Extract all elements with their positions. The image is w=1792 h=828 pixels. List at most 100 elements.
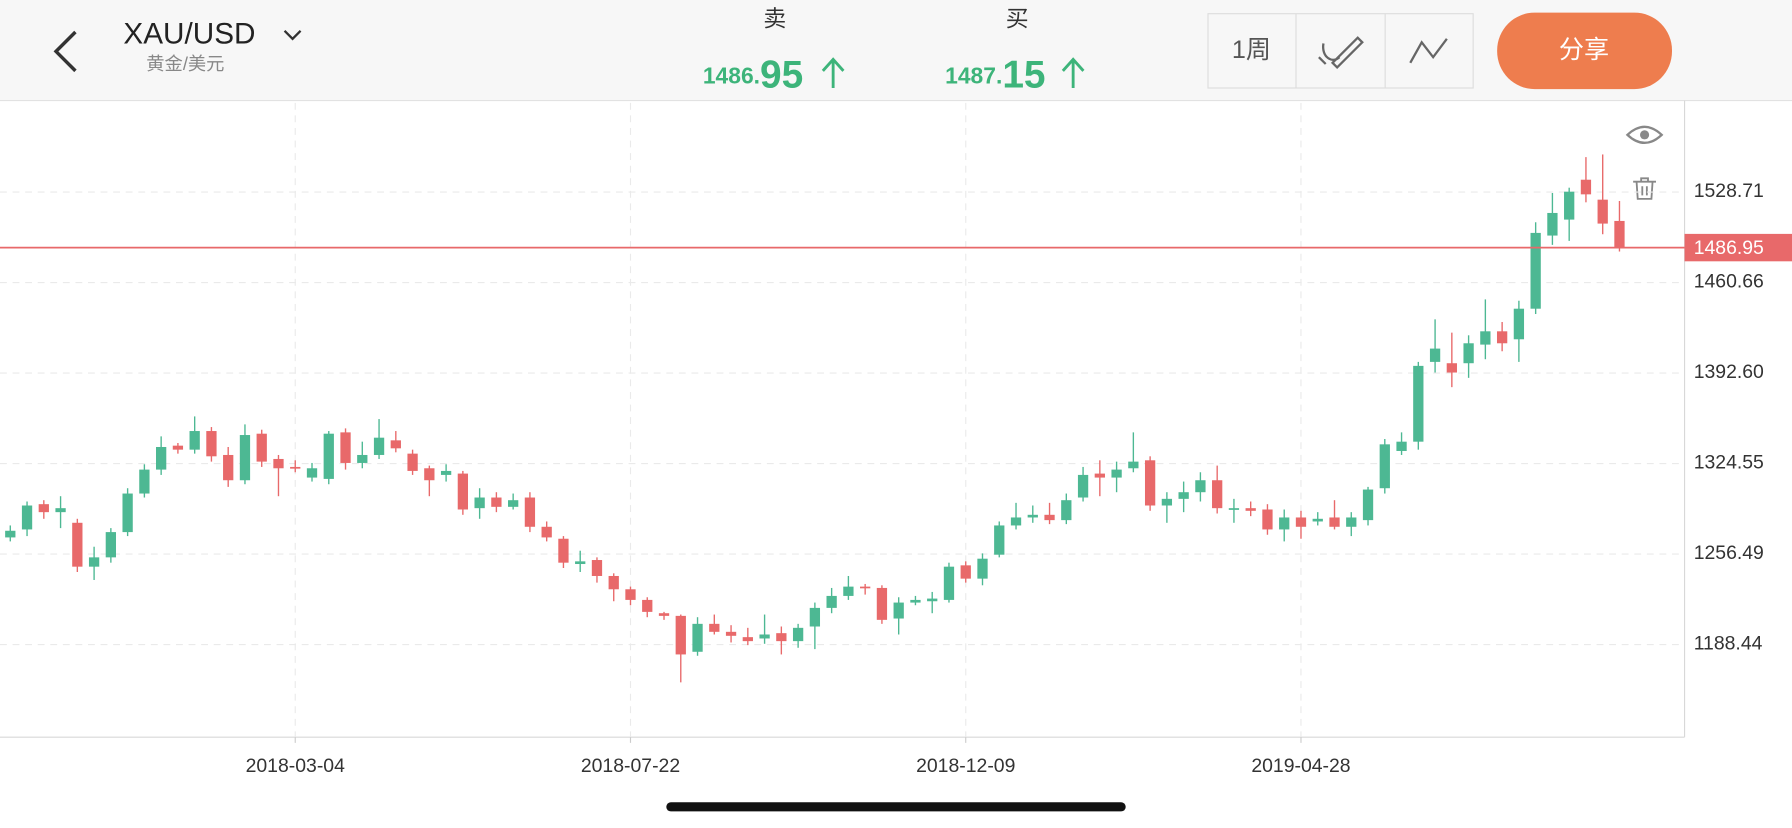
candle-body	[977, 558, 988, 579]
back-button[interactable]	[53, 30, 77, 73]
candle-body	[1513, 308, 1525, 340]
candle-body	[1496, 331, 1508, 344]
x-tick-label: 2018-07-22	[581, 755, 680, 777]
current-price-label: 1486.95	[1694, 237, 1764, 259]
candle-body	[575, 561, 586, 565]
candle-body	[1446, 363, 1457, 373]
candle-body	[1061, 500, 1072, 521]
candle-body	[927, 598, 938, 602]
candle-body	[658, 613, 670, 616]
candle-body	[1044, 514, 1055, 521]
candle-body	[725, 631, 737, 636]
y-tick-label: 1188.44	[1694, 633, 1763, 655]
candle-body	[223, 454, 234, 481]
candle-body	[55, 508, 66, 513]
visibility-toggle-pupil	[1640, 130, 1650, 140]
candle-body	[72, 522, 83, 567]
candle-body	[1530, 232, 1541, 309]
candle-body	[1128, 461, 1139, 469]
buy-price-int: 1487.	[945, 63, 1002, 89]
sell-up-arrow	[821, 57, 845, 88]
candle-body	[524, 497, 536, 527]
candle-body	[809, 607, 821, 627]
candle-body	[5, 530, 16, 538]
candle-body	[1279, 517, 1290, 530]
candle-body	[692, 623, 703, 652]
candle-body	[390, 440, 401, 449]
sell-label: 卖	[763, 6, 786, 32]
symbol-title[interactable]: XAU/USD	[123, 17, 255, 50]
candle-body	[491, 497, 502, 507]
candle-body	[1312, 518, 1323, 522]
candle-body	[1262, 509, 1273, 530]
period-button[interactable]: 1周	[1232, 36, 1271, 64]
candle-body	[1480, 331, 1491, 345]
candle-body	[994, 525, 1005, 555]
candle-body	[591, 560, 603, 576]
buy-label: 买	[1006, 6, 1029, 32]
candle-body	[1597, 199, 1608, 224]
candle-body	[508, 500, 519, 507]
candle-body	[172, 445, 184, 450]
candle-body	[642, 599, 653, 612]
candle-body	[960, 565, 971, 579]
candle-body	[1329, 517, 1340, 527]
candle-body	[1463, 343, 1474, 364]
candle-body	[1564, 191, 1575, 220]
y-tick-label: 1256.49	[1694, 542, 1764, 564]
header-bg	[0, 0, 1792, 101]
candle-body	[826, 595, 837, 608]
x-tick-label: 2019-04-28	[1251, 755, 1350, 777]
candle-body	[910, 599, 921, 603]
candle-body	[290, 466, 301, 469]
delete-button[interactable]	[1633, 177, 1656, 200]
indicator-button[interactable]	[1409, 38, 1448, 64]
candle-body	[474, 497, 485, 509]
share-button[interactable]	[1497, 12, 1672, 90]
candle-body	[206, 431, 217, 457]
plot: 1188.44 1256.49 1324.55 1392.60 1460.66 1528.…	[0, 102, 1792, 777]
y-tick-label: 1528.71	[1694, 180, 1764, 202]
candle-body	[156, 446, 167, 470]
candle-body	[1161, 498, 1173, 506]
candle-body	[608, 575, 619, 590]
candle-body	[1580, 179, 1592, 195]
symbol-dropdown[interactable]	[283, 30, 302, 41]
home-indicator	[666, 802, 1126, 812]
candle-body	[105, 532, 117, 558]
candle-body	[256, 433, 267, 462]
candle-body	[306, 468, 318, 478]
candle-body	[1245, 508, 1256, 511]
buy-price: 1487.15	[945, 54, 1045, 97]
candle-body	[373, 437, 385, 455]
share-label[interactable]: 分享	[1559, 36, 1609, 64]
candle-body	[1027, 514, 1038, 518]
candle-body	[1547, 212, 1558, 236]
sell-price: 1486.95	[703, 54, 803, 97]
candle-body	[323, 433, 334, 479]
candle-body	[38, 504, 49, 513]
buy-up-arrow	[1061, 57, 1085, 88]
candle-body	[1077, 474, 1089, 498]
candle-body	[709, 623, 720, 632]
buy-price-frac: 15	[1002, 54, 1045, 97]
candle-body	[1111, 469, 1122, 478]
candle-body	[407, 453, 418, 471]
candle-body	[1346, 517, 1357, 527]
candle-body	[457, 473, 469, 510]
sell-price-frac: 95	[760, 54, 803, 97]
x-tick-label: 2018-12-09	[916, 755, 1015, 777]
candle-body	[1228, 508, 1240, 510]
candle-body	[759, 634, 770, 639]
candle-body	[1094, 473, 1105, 478]
candle-body	[1614, 220, 1625, 248]
y-tick-label: 1392.60	[1694, 361, 1764, 383]
draw-tool-button[interactable]	[1318, 36, 1364, 70]
candle-body	[1144, 460, 1156, 506]
candle-body	[776, 633, 787, 642]
visibility-toggle[interactable]	[1625, 125, 1664, 144]
candle-body	[139, 469, 150, 494]
candle-body	[239, 435, 251, 481]
symbol-subtitle: 黄金/美元	[146, 53, 224, 74]
